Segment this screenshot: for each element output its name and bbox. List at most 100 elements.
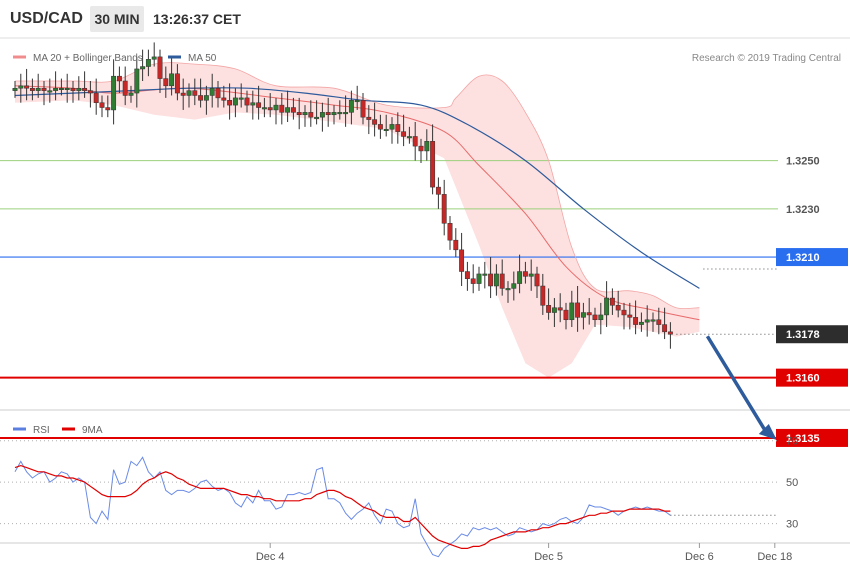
forecast-arrow-head xyxy=(758,423,777,440)
resistance-tag xyxy=(776,248,848,267)
candle-body xyxy=(354,100,360,103)
level-labels: 1.3250 1.3230 1.3210 1.3178 1.3160 1.3135 xyxy=(776,156,848,447)
candle-body xyxy=(441,194,447,224)
candle-body xyxy=(511,283,517,289)
support-tag xyxy=(776,428,848,447)
candle-body xyxy=(453,239,459,251)
candle-body xyxy=(41,87,47,91)
candle-body xyxy=(99,102,105,108)
bb-legend-label: MA 20 + Bollinger Bands xyxy=(33,53,143,64)
bollinger-bands xyxy=(15,62,700,378)
candle-body xyxy=(105,107,111,111)
candle-body xyxy=(395,124,401,132)
rsi-level-label-70: 70 xyxy=(786,436,798,448)
candle-body xyxy=(290,107,296,113)
timeframe-button[interactable]: 30 MIN xyxy=(90,6,144,32)
candle-body xyxy=(401,131,407,137)
x-tick-label: Dec 5 xyxy=(534,551,563,563)
candle-body xyxy=(209,87,215,96)
candle-body xyxy=(169,73,175,87)
candle-body xyxy=(563,309,569,321)
candle-body xyxy=(256,102,262,108)
timestamp: 13:26:37 CET xyxy=(153,11,241,27)
x-tick-label: Dec 18 xyxy=(757,551,792,563)
copyright-text: Research © 2019 Trading Central xyxy=(692,53,841,64)
candle-body xyxy=(273,104,279,111)
x-tick-label: Dec 6 xyxy=(685,551,714,563)
candle-body xyxy=(174,73,180,94)
candle-body xyxy=(464,271,470,280)
candle-body xyxy=(615,305,621,311)
candle-body xyxy=(488,273,494,287)
candle-body xyxy=(221,97,227,101)
rsi-ma-line xyxy=(14,464,671,550)
candle-body xyxy=(644,319,650,323)
level-label-1-3160: 1.3160 xyxy=(786,373,820,385)
candle-body xyxy=(667,331,673,335)
candle-body xyxy=(470,278,476,284)
x-axis: Dec 4 Dec 5 Dec 6 Dec 18 xyxy=(256,543,792,563)
rsi-legend: RSI 9MA xyxy=(13,425,103,436)
candle-body xyxy=(331,112,337,116)
forecast-arrow-shaft xyxy=(705,335,767,431)
top-bar: USD/CAD 30 MIN 13:26:37 CET xyxy=(0,0,850,38)
candle-body xyxy=(435,186,441,195)
candlesticks xyxy=(12,42,673,349)
support-tag xyxy=(776,368,848,387)
candle-body xyxy=(64,87,70,90)
candle-body xyxy=(87,90,93,94)
level-label-1-3210: 1.3210 xyxy=(786,252,820,264)
candle-body xyxy=(499,273,505,289)
candle-body xyxy=(35,87,41,91)
candle-body xyxy=(586,312,592,316)
candle-body xyxy=(157,56,163,79)
candle-body xyxy=(493,273,499,287)
candle-body xyxy=(93,92,99,103)
candle-body xyxy=(180,92,186,96)
forecast-arrow xyxy=(705,335,777,440)
candle-body xyxy=(638,321,644,325)
candle-body xyxy=(569,302,575,321)
candle-body xyxy=(29,87,35,91)
candle-body xyxy=(580,312,586,318)
candle-body xyxy=(662,324,668,333)
candle-body xyxy=(540,285,546,306)
candle-body xyxy=(592,314,598,321)
candle-body xyxy=(314,116,320,119)
candle-body xyxy=(406,136,412,139)
rsi-line xyxy=(14,456,671,558)
chart-frame xyxy=(0,37,850,544)
rsi-level-label-30: 30 xyxy=(786,519,798,531)
candle-body xyxy=(238,97,244,100)
candle-body xyxy=(609,297,615,306)
candle-body xyxy=(551,307,557,313)
candle-body xyxy=(366,116,372,120)
candle-body xyxy=(633,317,639,325)
candle-body xyxy=(308,112,314,118)
candle-body xyxy=(285,107,291,113)
level-label-1-3250: 1.3250 xyxy=(786,156,820,168)
candle-body xyxy=(261,107,267,110)
candle-body xyxy=(250,102,256,106)
candle-body xyxy=(598,314,604,321)
candle-body xyxy=(192,90,198,96)
level-label-1-3135: 1.3135 xyxy=(786,433,820,445)
candle-body xyxy=(360,100,366,118)
bollinger-band-area xyxy=(15,62,700,378)
candle-body xyxy=(70,87,76,91)
candle-body xyxy=(319,112,325,118)
rsi-ma-legend-label: 9MA xyxy=(82,425,103,436)
candle-body xyxy=(128,92,134,96)
rsi-panel: 70 50 30 xyxy=(0,436,798,558)
candle-body xyxy=(47,90,53,93)
candle-body xyxy=(383,128,389,131)
candle-body xyxy=(151,56,157,60)
candle-body xyxy=(12,87,18,91)
candle-body xyxy=(18,85,24,89)
candle-body xyxy=(111,75,117,111)
candle-body xyxy=(140,66,146,70)
candle-body xyxy=(546,305,552,313)
price-levels xyxy=(0,160,778,439)
candle-body xyxy=(163,78,169,87)
